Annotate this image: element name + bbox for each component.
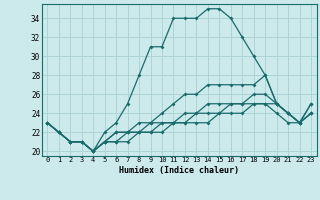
X-axis label: Humidex (Indice chaleur): Humidex (Indice chaleur) xyxy=(119,166,239,175)
